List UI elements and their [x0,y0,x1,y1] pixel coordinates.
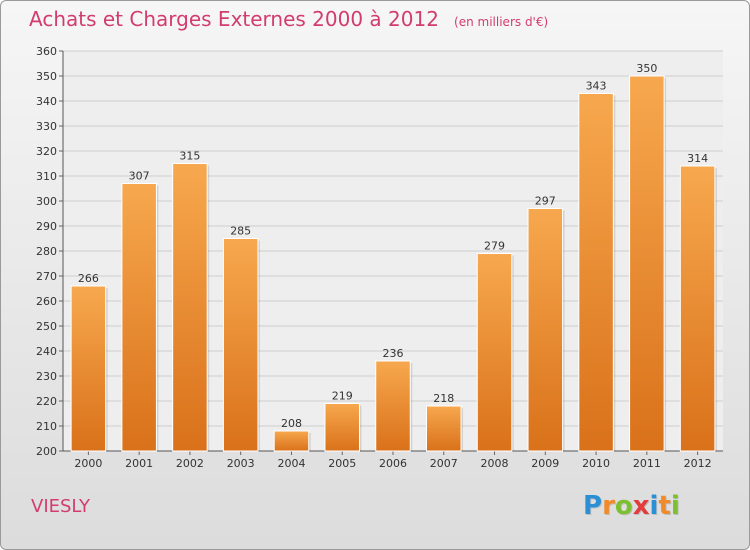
y-tick-label: 270 [36,270,57,283]
label-layer: 266 307 315 285 208 219 236 218 279 297 343 350 314 [78,62,708,430]
y-tick-label: 200 [36,445,57,458]
value-label: 266 [78,272,99,285]
value-label: 314 [687,152,708,165]
y-tick-label: 210 [36,420,57,433]
x-tick-label: 2001 [125,457,153,470]
bar-2011 [629,75,665,452]
y-tick-label: 340 [36,95,57,108]
y-tick-label: 240 [36,345,57,358]
x-tick-label: 2012 [684,457,712,470]
y-tick-label: 280 [36,245,57,258]
x-tick-label: 2009 [531,457,559,470]
x-tick-label: 2006 [379,457,407,470]
x-tick-label: 2003 [227,457,255,470]
proxiti-logo: Proxiti [583,491,680,521]
y-tick-label: 360 [36,45,57,58]
y-tick-label: 260 [36,295,57,308]
y-tick-label: 300 [36,195,57,208]
value-label: 307 [129,170,150,183]
bar-2002 [172,163,208,452]
bar-2007 [426,405,462,452]
value-label: 350 [636,62,657,75]
y-tick-label: 230 [36,370,57,383]
logo-letter: i [649,491,659,521]
logo-letter: r [602,491,615,521]
x-tick-label: 2002 [176,457,204,470]
bar-2006 [375,360,411,452]
value-label: 297 [535,195,556,208]
bar-layer [70,75,717,452]
chart-title: Achats et Charges Externes 2000 à 2012 [29,7,439,31]
value-label: 315 [179,150,200,163]
value-label: 236 [383,347,404,360]
bar-2001 [121,183,157,452]
bar-2012 [679,165,716,452]
title-row: Achats et Charges Externes 2000 à 2012 (… [29,7,548,31]
x-tick-label: 2011 [633,457,661,470]
bar-2003 [222,238,259,452]
value-label: 208 [281,417,302,430]
value-label: 218 [433,392,454,405]
logo-letter: P [583,491,603,521]
x-tick-label: 2010 [582,457,610,470]
y-tick-label: 320 [36,145,57,158]
y-tick-label: 310 [36,170,57,183]
logo-letter: x [632,491,650,521]
y-tick-label: 350 [36,70,57,83]
x-tick-label: 2005 [328,457,356,470]
bar-2004 [273,430,310,452]
bar-2010 [578,93,614,452]
x-tick-label: 2004 [277,457,305,470]
bar-2005 [324,403,360,452]
commune-name: VIESLY [31,496,91,517]
y-tick-label: 290 [36,220,57,233]
y-tick-label: 220 [36,395,57,408]
chart-unit: (en milliers d'€) [454,15,549,29]
value-label: 285 [230,225,251,238]
logo-letter: t [658,491,671,521]
axis-layer: 200 210 220 230 240 250 260 270 280 290 300 310 320 3… [36,45,723,470]
value-label: 279 [484,240,505,253]
y-tick-label: 250 [36,320,57,333]
x-tick-label: 2000 [74,457,102,470]
value-label: 219 [332,390,353,403]
bar-2008 [476,253,513,452]
bar-2000 [70,285,107,452]
logo-letter: i [670,491,680,521]
y-tick-label: 330 [36,120,57,133]
logo-letter: o [614,491,633,521]
bar-2009 [527,208,564,452]
x-tick-label: 2007 [430,457,458,470]
value-label: 343 [586,80,607,93]
x-tick-label: 2008 [481,457,509,470]
